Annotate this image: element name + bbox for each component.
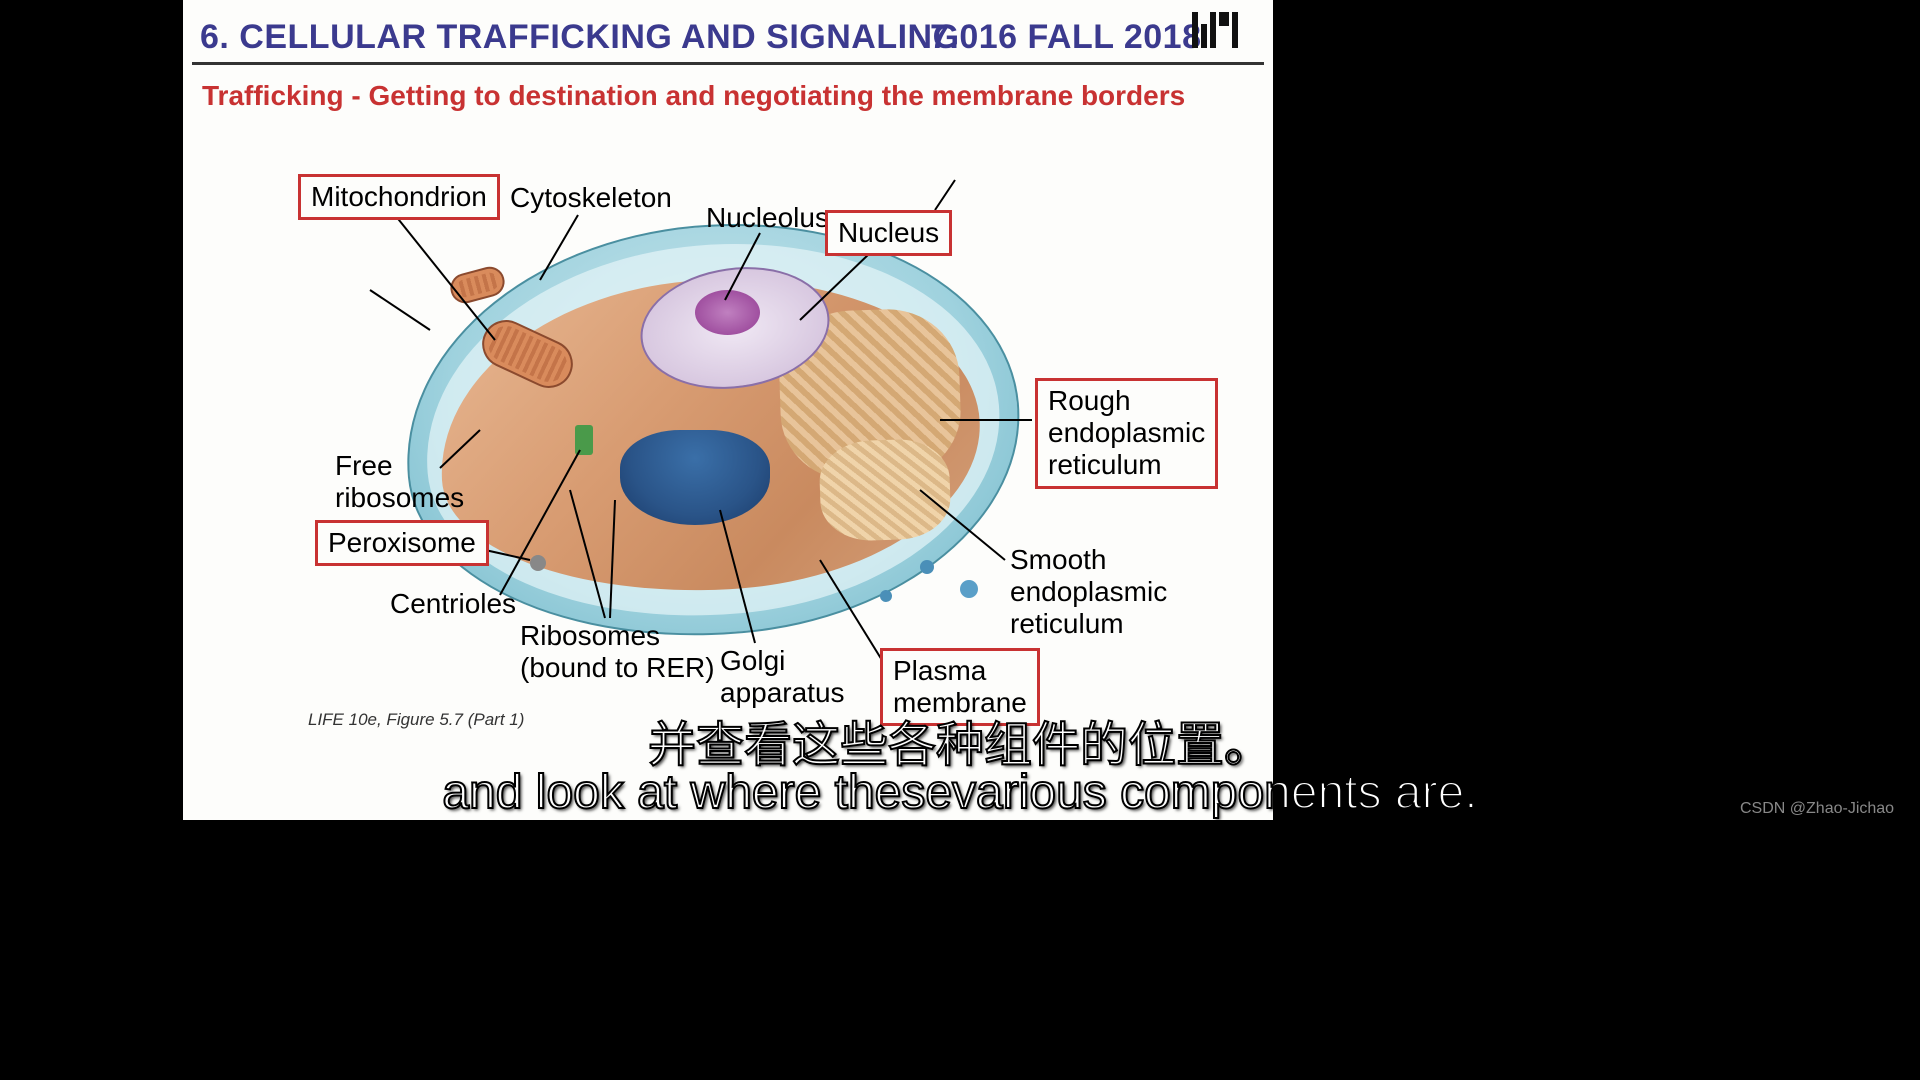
vesicle-shape [530, 555, 546, 571]
label-rer: Rough endoplasmic reticulum [1035, 378, 1218, 489]
label-ribosomes-rer: Ribosomes (bound to RER) [520, 620, 715, 684]
label-golgi: Golgi apparatus [720, 645, 845, 709]
label-mitochondrion: Mitochondrion [298, 174, 500, 220]
label-nucleus: Nucleus [825, 210, 952, 256]
smooth-er-shape [818, 438, 951, 542]
label-peroxisome: Peroxisome [315, 520, 489, 566]
centrioles-shape [575, 425, 593, 455]
vesicle-shape [960, 580, 978, 598]
nucleolus-shape [695, 290, 760, 335]
label-centrioles: Centrioles [390, 588, 516, 620]
vesicle-shape [880, 590, 892, 602]
vesicle-shape [920, 560, 934, 574]
label-free-ribosomes: Free ribosomes [335, 450, 464, 514]
watermark: CSDN @Zhao-Jichao [1740, 800, 1894, 818]
label-cytoskeleton: Cytoskeleton [510, 182, 672, 214]
label-nucleolus: Nucleolus [706, 202, 829, 234]
cell-diagram: Mitochondrion Cytoskeleton NucleolusNucleu… [0, 0, 1920, 1080]
subtitle-english: and look at where thesevarious component… [442, 765, 1477, 820]
golgi-shape [620, 430, 770, 525]
label-ser: Smooth endoplasmic reticulum [1010, 544, 1167, 641]
figure-credit: LIFE 10e, Figure 5.7 (Part 1) [308, 710, 524, 730]
